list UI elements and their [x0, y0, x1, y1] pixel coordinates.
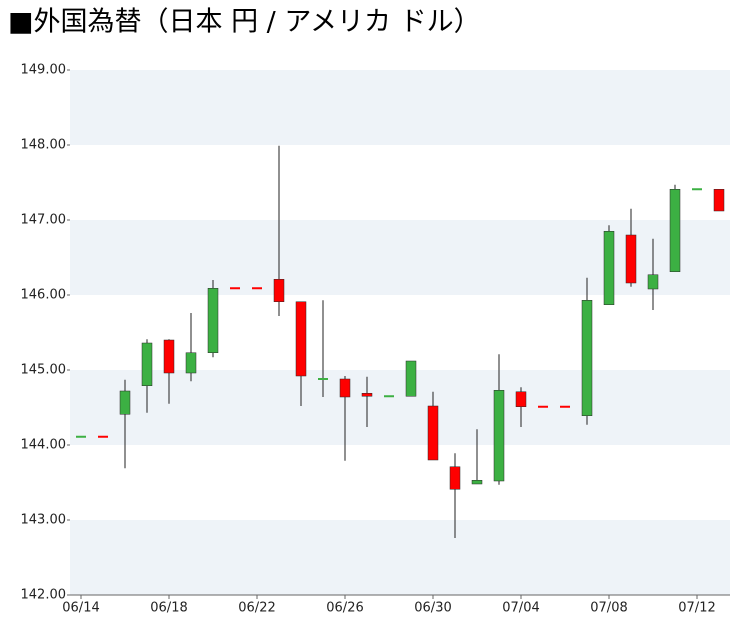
- candle-body: [252, 287, 262, 290]
- candle-body: [141, 342, 153, 386]
- x-tick-label: 06/22: [238, 601, 275, 616]
- candle-body: [515, 391, 527, 407]
- y-tick-label: 148.00: [21, 138, 67, 153]
- candle-body: [230, 287, 240, 290]
- candle-body: [560, 405, 570, 408]
- candle-body: [692, 188, 702, 191]
- chart-title: ■外国為替（日本 円 / アメリカ ドル）: [8, 7, 481, 38]
- x-tick-label: 06/18: [150, 601, 187, 616]
- y-tick-label: 144.00: [21, 438, 67, 453]
- candle-body: [669, 189, 681, 272]
- candle-body: [207, 288, 219, 353]
- candle-body: [493, 390, 505, 482]
- grid-band: [70, 220, 730, 295]
- grid-band: [70, 370, 730, 445]
- grid-band: [70, 520, 730, 595]
- candle-body: [449, 466, 461, 490]
- candle-body: [647, 274, 659, 290]
- candle-body: [405, 360, 417, 397]
- y-tick-label: 149.00: [21, 63, 67, 78]
- x-tick-label: 06/30: [414, 601, 451, 616]
- candle-body: [384, 395, 394, 398]
- x-tick-label: 07/12: [678, 601, 715, 616]
- candle-body: [339, 378, 351, 398]
- x-tick-label: 07/08: [590, 601, 627, 616]
- candle-body: [295, 301, 307, 377]
- candle-body: [163, 339, 175, 374]
- candle-body: [713, 189, 725, 212]
- grid-band: [70, 70, 730, 145]
- x-tick-label: 06/26: [326, 601, 363, 616]
- candle-body: [76, 435, 86, 438]
- x-tick-label: 07/04: [502, 601, 539, 616]
- candle-body: [581, 300, 593, 416]
- y-tick-label: 143.00: [21, 513, 67, 528]
- candle-body: [185, 352, 197, 374]
- candle-body: [603, 231, 615, 305]
- y-tick-label: 145.00: [21, 363, 67, 378]
- candle-body: [119, 390, 131, 415]
- candle-body: [471, 480, 483, 485]
- candle-body: [625, 234, 637, 284]
- candle-body: [361, 393, 373, 397]
- candle-body: [273, 279, 285, 302]
- y-tick-label: 142.00: [21, 588, 67, 603]
- candle-body: [98, 435, 108, 438]
- y-tick-label: 147.00: [21, 213, 67, 228]
- candle-body: [538, 405, 548, 408]
- candle-body: [318, 378, 328, 380]
- x-tick-label: 06/14: [62, 601, 99, 616]
- candle-body: [427, 405, 439, 461]
- y-tick-label: 146.00: [21, 288, 67, 303]
